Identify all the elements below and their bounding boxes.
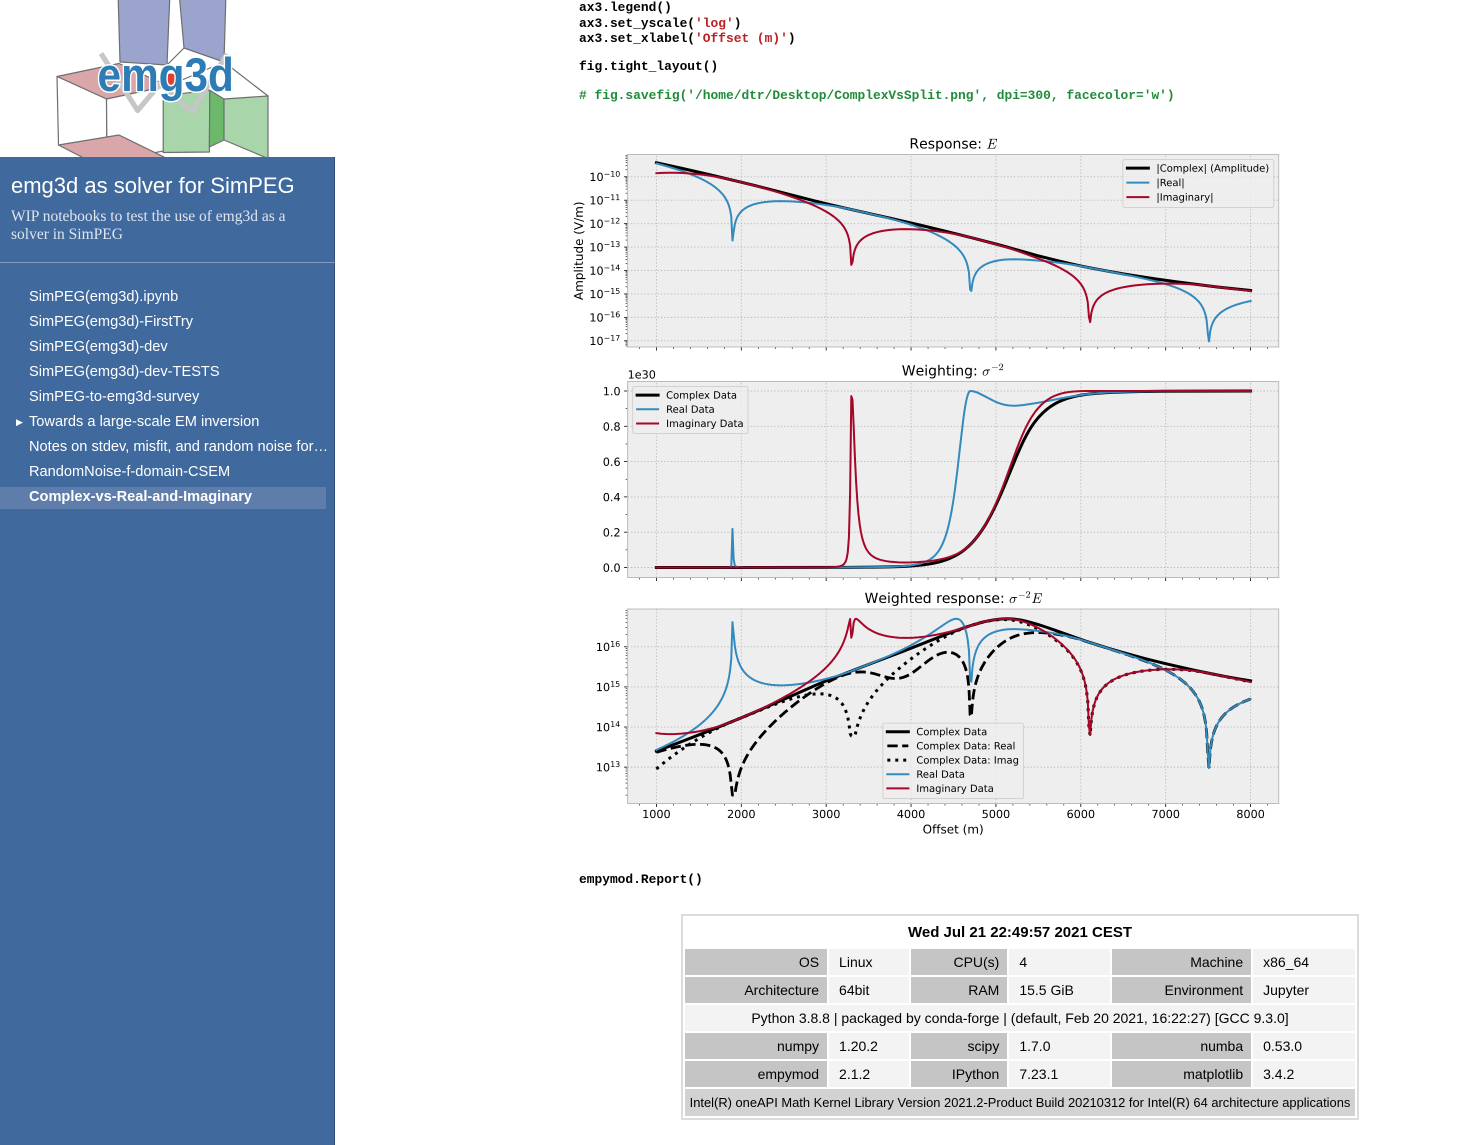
svg-text:emg3d: emg3d	[98, 50, 234, 102]
